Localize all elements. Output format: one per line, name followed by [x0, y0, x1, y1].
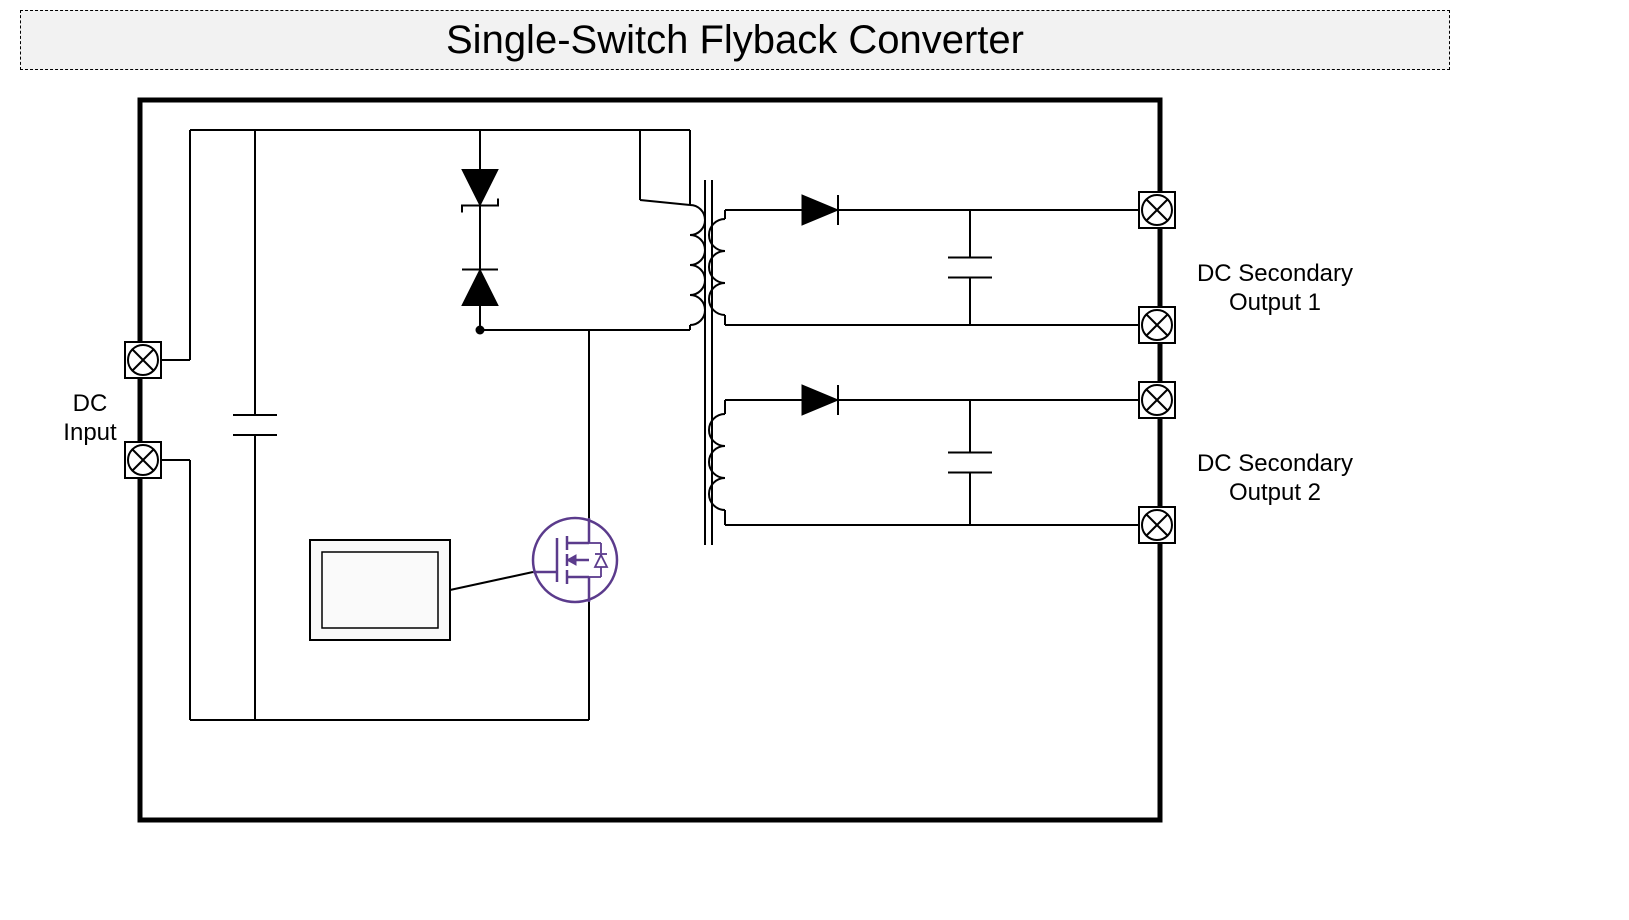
output2-diode — [802, 385, 838, 415]
diagram-canvas: Single-Switch Flyback Converter DC Input… — [0, 0, 1629, 920]
wire-prim-top2 — [640, 200, 690, 205]
wire-gate — [450, 572, 533, 590]
enclosure-box — [140, 100, 1160, 820]
snubber-diode — [462, 270, 498, 306]
mosfet-switch-arrow — [567, 555, 576, 565]
snubber-tvs — [462, 170, 498, 206]
output1-diode — [802, 195, 838, 225]
transformer-primary — [690, 205, 705, 325]
pwm-controller-box — [310, 540, 450, 640]
schematic-svg — [0, 0, 1629, 920]
mosfet-switch-body-diode — [595, 555, 607, 567]
